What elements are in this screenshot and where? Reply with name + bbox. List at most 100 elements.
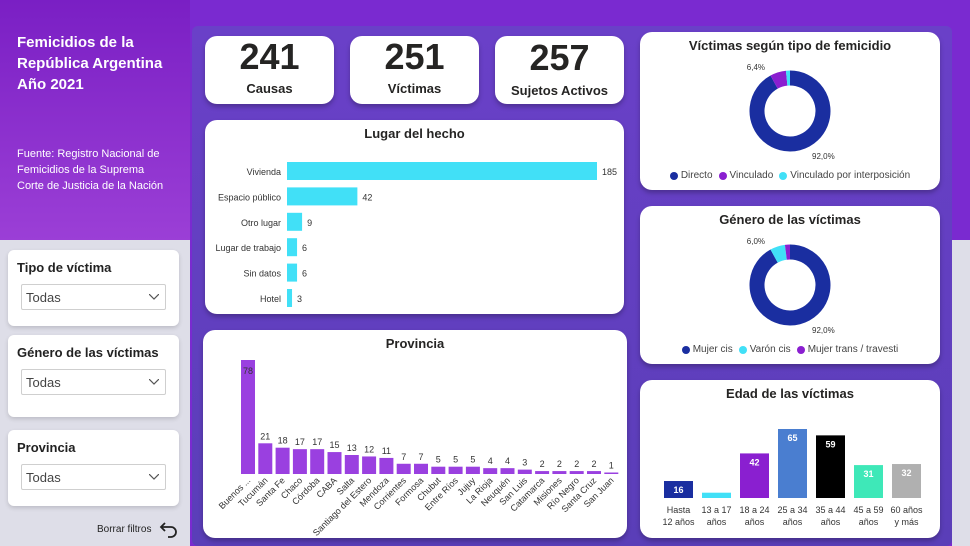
data-label: 17 xyxy=(312,437,322,447)
bar xyxy=(483,468,498,474)
legend-item[interactable]: Mujer cis xyxy=(681,344,733,355)
legend-dot xyxy=(669,171,678,180)
category-label: Lugar de trabajo xyxy=(215,243,281,253)
bar xyxy=(327,452,342,474)
data-label: 2 xyxy=(574,459,579,469)
chevron-down-icon xyxy=(149,379,159,385)
legend-label: Directo xyxy=(680,170,713,181)
kpi-label: Víctimas xyxy=(387,81,442,96)
data-label: 6 xyxy=(302,243,307,253)
data-label: 17 xyxy=(295,437,305,447)
bar xyxy=(258,443,273,474)
legend-item[interactable]: Mujer trans / travesti xyxy=(796,344,898,355)
clear-filters-button[interactable]: Borrar filtros xyxy=(97,520,179,538)
bar xyxy=(552,471,567,474)
legend-item[interactable]: Vinculado por interposición xyxy=(779,170,910,181)
donut-slice xyxy=(749,70,831,152)
category-label: Otro lugar xyxy=(241,218,281,228)
data-label: 11 xyxy=(382,446,391,456)
provincia-dropdown[interactable]: Todas xyxy=(21,464,166,490)
bar xyxy=(465,466,480,474)
data-label: 185 xyxy=(602,167,617,177)
kpi-label: Sujetos Activos xyxy=(510,83,609,98)
category-label: Hasta xyxy=(667,505,691,515)
data-label: 3 xyxy=(297,294,302,304)
edad-card: Edad de las víctimas 16 Hasta 12 años 13 a … xyxy=(640,380,940,538)
tipo-femicidio-donut: 92,0% 6,4% xyxy=(747,63,835,161)
kpi-sujetos-activos: 257 Sujetos Activos xyxy=(495,36,624,104)
data-label: 32 xyxy=(901,468,911,478)
legend-label: Vinculado por interposición xyxy=(790,170,911,181)
kpi-label: Causas xyxy=(246,81,293,96)
filter-provincia: Provincia Todas xyxy=(8,430,179,506)
chevron-down-icon xyxy=(149,294,159,300)
data-label: 5 xyxy=(453,455,458,465)
report-title: Femicidios de la República Argentina Año… xyxy=(17,32,187,95)
data-label: 2 xyxy=(591,459,596,469)
data-label: 5 xyxy=(436,455,441,465)
category-label: 25 a 34 xyxy=(777,505,807,515)
data-label: 12 xyxy=(364,444,374,454)
tipo-victima-dropdown[interactable]: Todas xyxy=(21,284,166,310)
data-label: 65 xyxy=(787,433,797,443)
data-label: 13 xyxy=(347,443,357,453)
legend-dot xyxy=(738,345,747,354)
legend-dot xyxy=(796,345,805,354)
slice-label: 6,4% xyxy=(747,63,765,72)
filter-label: Provincia xyxy=(17,440,76,455)
category-label: 18 a 24 xyxy=(739,505,769,515)
bar xyxy=(431,466,446,474)
legend-item[interactable]: Vinculado xyxy=(718,170,774,181)
bar xyxy=(310,449,325,474)
data-label: 7 xyxy=(418,452,423,462)
lugar-del-hecho-card: Lugar del hecho Vivienda 185 Espacio públi… xyxy=(205,120,624,314)
title-line: Año 2021 xyxy=(17,76,84,93)
donut-slice xyxy=(749,244,831,326)
data-label: 16 xyxy=(673,485,683,495)
undo-arrow-icon xyxy=(160,522,178,538)
right-strip xyxy=(952,240,970,546)
chart-title: Lugar del hecho xyxy=(364,126,465,141)
data-label: 42 xyxy=(749,457,759,467)
bar xyxy=(500,468,515,474)
bar xyxy=(816,435,845,498)
title-line: Femicidios de la xyxy=(17,34,134,51)
data-label: 59 xyxy=(825,439,835,449)
legend-dot xyxy=(779,171,788,180)
category-label: 12 años xyxy=(662,517,695,527)
legend-label: Varón cis xyxy=(749,344,791,355)
category-label: años xyxy=(859,517,879,527)
bar xyxy=(892,464,921,498)
category-label: 60 años xyxy=(890,505,923,515)
legend-item[interactable]: Varón cis xyxy=(738,344,791,355)
legend-label: Mujer cis xyxy=(692,344,733,355)
bar xyxy=(241,360,255,474)
data-label: 31 xyxy=(863,469,873,479)
bar xyxy=(517,469,532,474)
category-label: 45 a 59 xyxy=(853,505,883,515)
legend-item[interactable]: Directo xyxy=(669,170,713,181)
legend-dot xyxy=(718,171,727,180)
data-label: 7 xyxy=(401,452,406,462)
data-label: 2 xyxy=(540,459,545,469)
kpi-value: 251 xyxy=(384,36,445,77)
category-label: años xyxy=(783,517,803,527)
genero-card: Género de las víctimas 92,0% 6,0% Mujer c… xyxy=(640,206,940,364)
data-label: 2 xyxy=(557,459,562,469)
category-label: Sin datos xyxy=(243,269,281,279)
bar xyxy=(854,465,883,498)
dropdown-value: Todas xyxy=(26,470,61,485)
genero-dropdown[interactable]: Todas xyxy=(21,369,166,395)
legend-label: Vinculado xyxy=(729,170,774,181)
chart-title: Edad de las víctimas xyxy=(726,386,854,401)
bar xyxy=(587,471,601,474)
kpi-value: 241 xyxy=(239,36,300,77)
donut-slice xyxy=(770,70,788,89)
clear-filters-label: Borrar filtros xyxy=(97,523,152,535)
donut-slice xyxy=(770,244,788,263)
slice-label: 92,0% xyxy=(812,326,835,335)
data-label: 6 xyxy=(302,269,307,279)
source-line: Femicidios de la Suprema xyxy=(17,164,145,176)
filter-tipo-victima: Tipo de víctima Todas xyxy=(8,250,179,326)
